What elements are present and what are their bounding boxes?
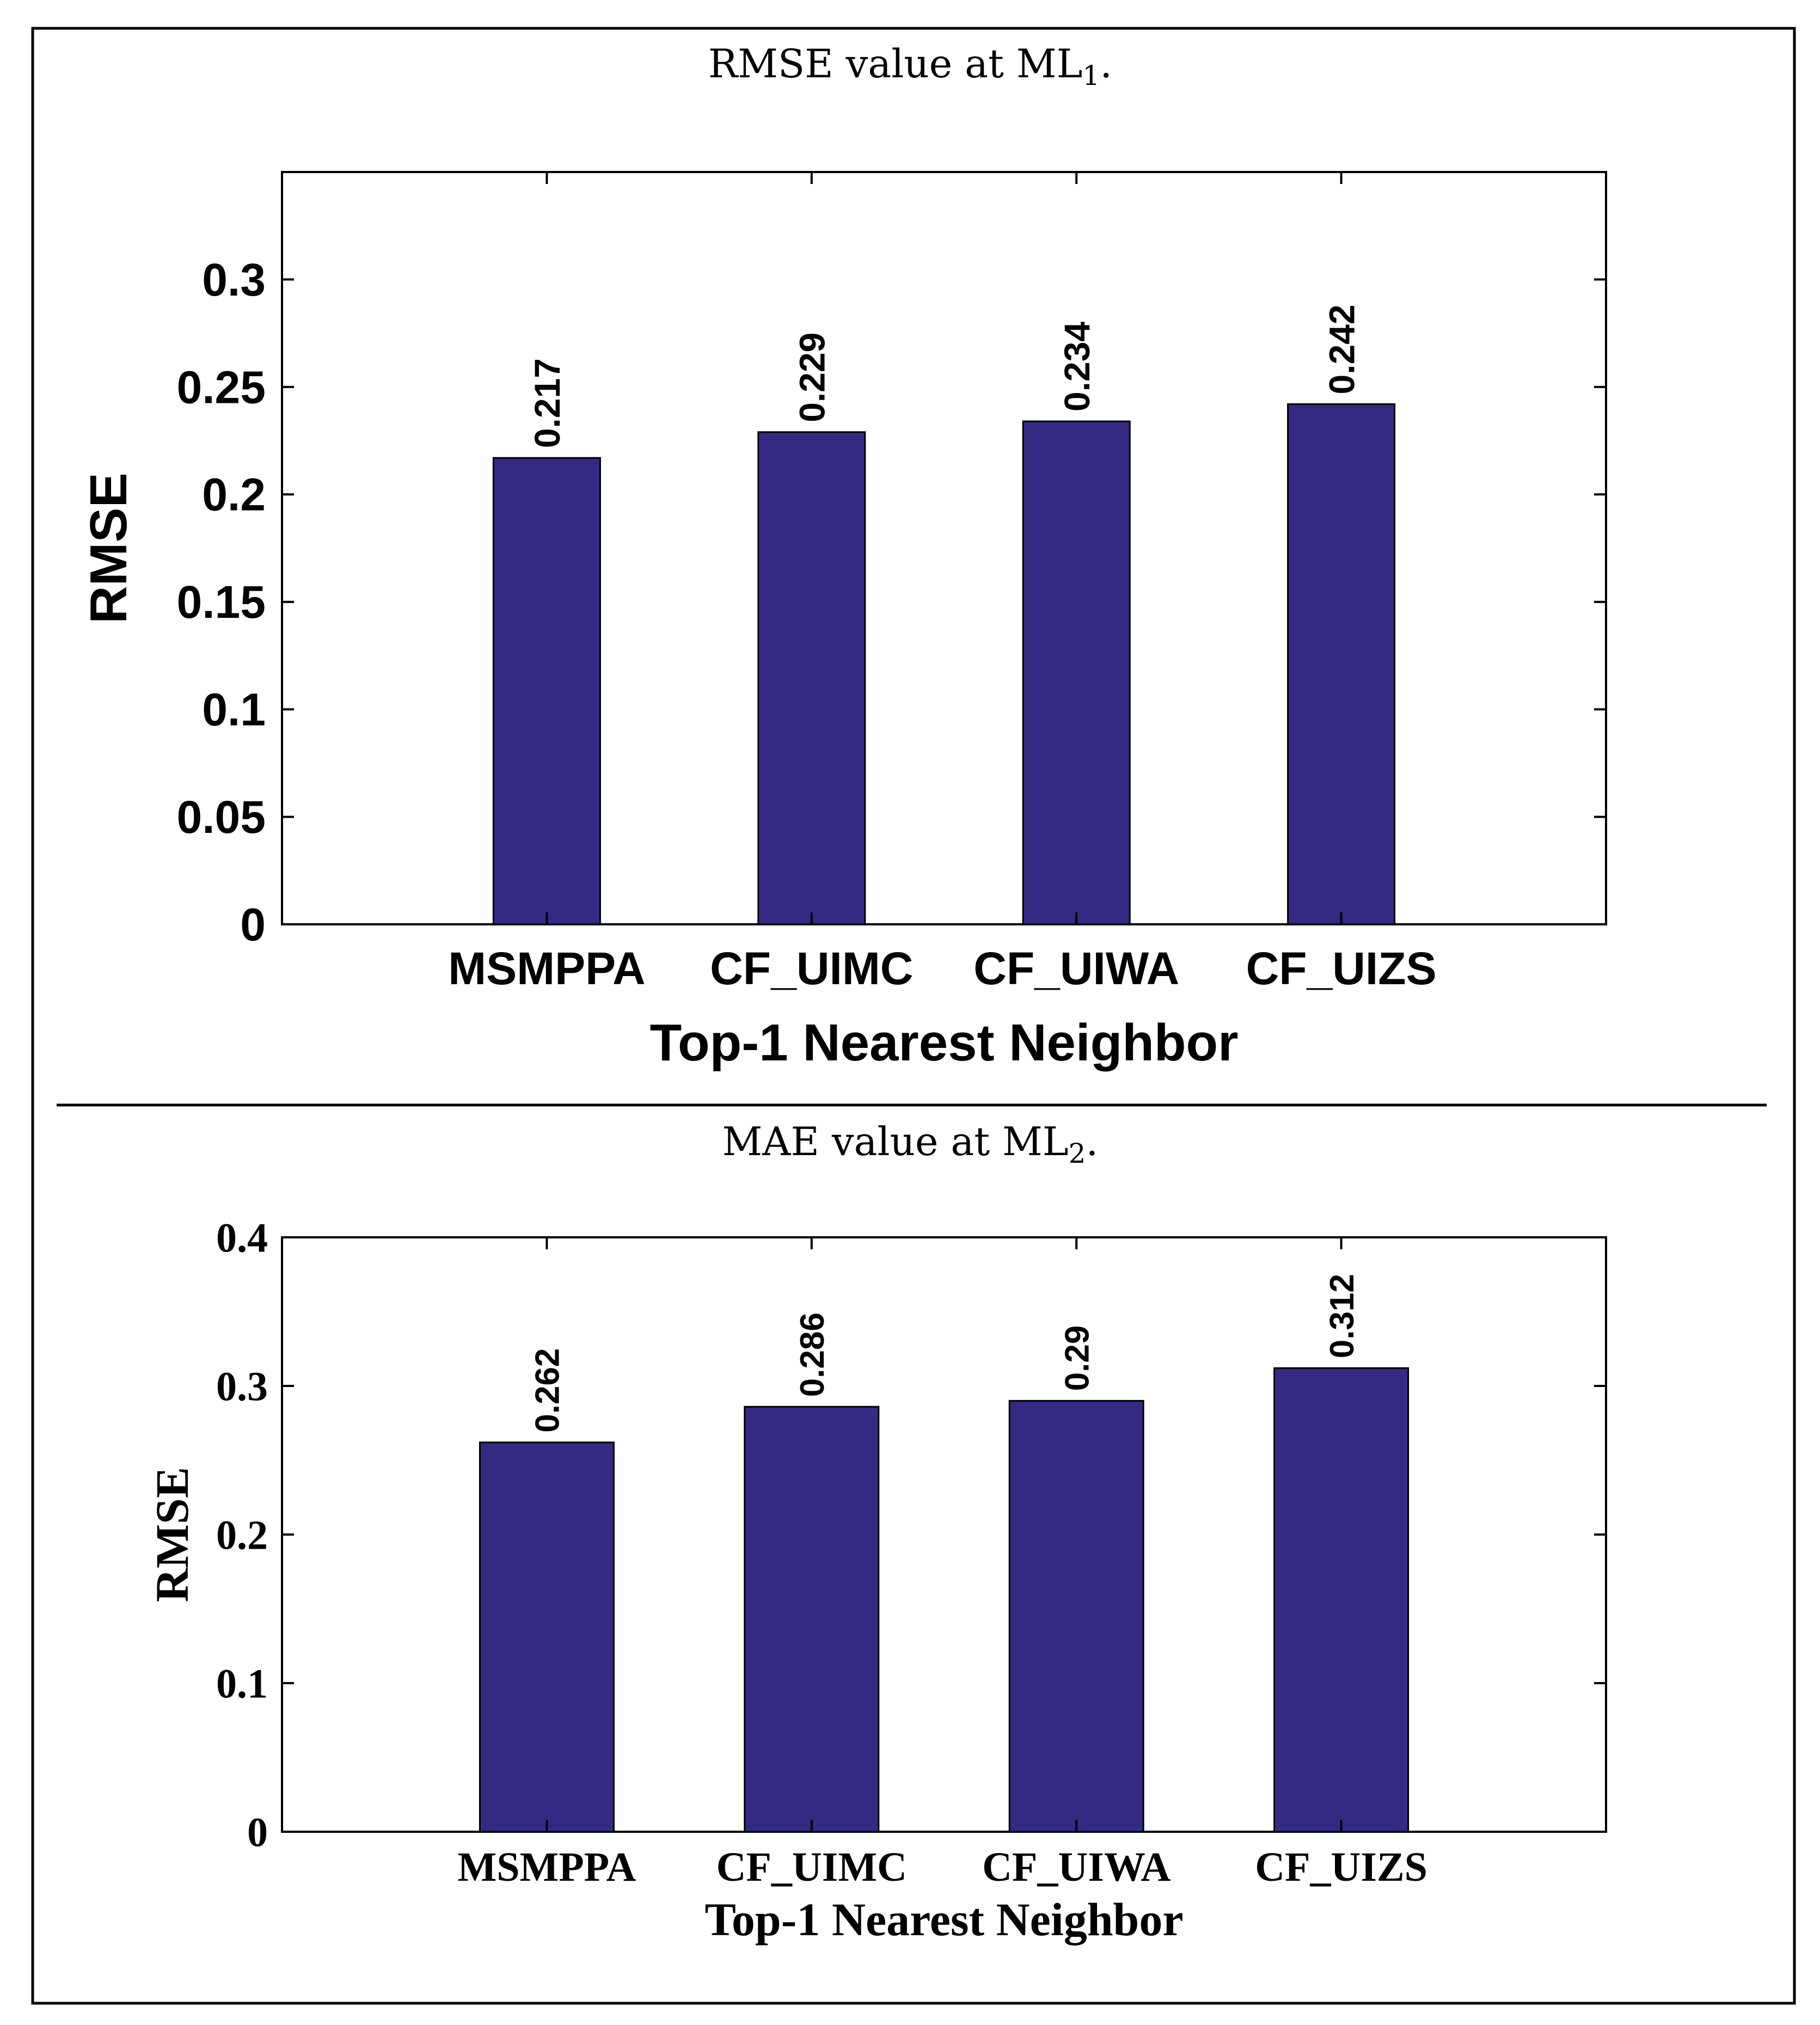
bar-value-label: 0.286: [794, 1312, 831, 1397]
bar-value-label: 0.312: [1323, 1274, 1361, 1358]
y-tick-label: 0: [247, 1810, 268, 1856]
x-tick-label: CF_UIWA: [982, 1844, 1171, 1890]
axes-frame: [281, 171, 1607, 925]
x-tick-label: CF_UIZS: [1255, 1844, 1427, 1890]
bar: [1022, 420, 1131, 925]
bar: [1008, 1400, 1144, 1833]
x-tick-label: CF_UIMC: [710, 943, 913, 994]
bar-value-label: 0.217: [527, 358, 567, 448]
bar-value-label: 0.229: [792, 333, 832, 422]
panel-2-caption-sub: 2: [1069, 1138, 1086, 1169]
bar-value-label: 0.262: [529, 1348, 567, 1433]
x-tick-label: MSMPPA: [448, 943, 645, 994]
y-tick-label: 0.15: [177, 576, 266, 628]
figure-border: [31, 27, 1796, 2005]
x-tick-label: CF_UIWA: [973, 943, 1179, 994]
panel-1-caption: RMSE value at ML1.: [708, 41, 1112, 91]
x-axis-label: Top-1 Nearest Neighbor: [649, 1014, 1238, 1072]
panel-1-caption-end: .: [1100, 41, 1112, 87]
y-tick-label: 0.1: [202, 684, 266, 735]
y-axis-label: RMSE: [79, 472, 138, 623]
x-tick-label: CF_UIMC: [716, 1844, 907, 1890]
chart-rmse-ml1: 0 0.05 0.1 0.15 0.2 0.25 0.3 0.217 MSMPPA 0.229 CF…: [79, 171, 1607, 1072]
y-tick-label: 0.05: [177, 791, 266, 843]
y-tick-label: 0.4: [216, 1216, 268, 1261]
bar: [1287, 403, 1396, 925]
chart-mae-ml2: 0 0.1 0.2 0.3 0.4 0.262 MSMPPA 0.286 CF_UIMC 0.29…: [146, 1216, 1607, 1946]
y-tick-label: 0.2: [216, 1513, 268, 1558]
x-tick-label: MSMPPA: [457, 1844, 636, 1890]
y-tick-label: 0.2: [202, 469, 266, 520]
panel-2-caption-end: .: [1086, 1119, 1098, 1164]
bar-value-label: 0.242: [1321, 304, 1362, 394]
bar: [479, 1441, 615, 1833]
y-tick-label: 0.1: [216, 1661, 268, 1707]
bar: [492, 457, 601, 925]
bar: [744, 1406, 880, 1833]
y-axis-label: RMSE: [146, 1467, 198, 1602]
x-tick-label: CF_UIZS: [1246, 943, 1437, 994]
bar-value-label: 0.29: [1059, 1326, 1096, 1391]
panel-2-caption: MAE value at ML2.: [722, 1119, 1099, 1169]
y-tick-label: 0.3: [216, 1364, 268, 1410]
y-tick-label: 0: [240, 899, 266, 950]
y-tick-label: 0.25: [177, 361, 266, 413]
y-tick-label: 0.3: [202, 254, 266, 305]
bar-value-label: 0.234: [1057, 322, 1097, 412]
x-axis-label: Top-1 Nearest Neighbor: [704, 1893, 1183, 1946]
bar: [1273, 1367, 1410, 1833]
bar: [757, 431, 866, 925]
panel-1-caption-sub: 1: [1082, 60, 1100, 91]
